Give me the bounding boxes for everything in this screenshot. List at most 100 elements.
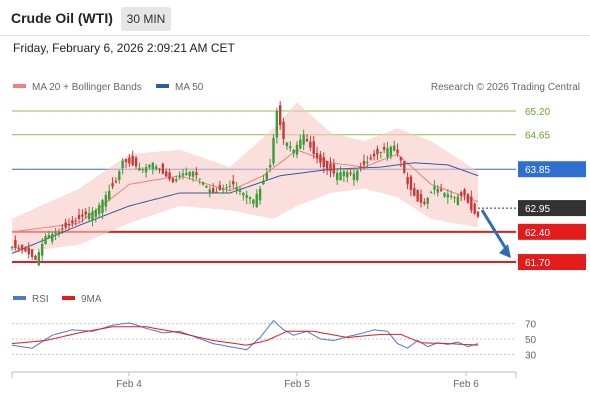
candle (40, 238, 44, 261)
candle-body (195, 172, 198, 175)
candle (443, 192, 446, 198)
candle-body (332, 164, 336, 174)
candle (154, 164, 158, 171)
candle (460, 190, 463, 202)
candle-body (54, 232, 57, 235)
candle-body (322, 157, 325, 168)
candle-body (359, 166, 362, 168)
candle (121, 157, 124, 175)
candle (185, 167, 188, 176)
timeframe-badge[interactable]: 30 MIN (121, 7, 171, 31)
candle (34, 254, 37, 261)
candle-body (289, 146, 292, 149)
candle-body (17, 247, 20, 250)
candle-body (128, 157, 131, 164)
time-label-1: Feb 5 (284, 379, 310, 390)
candle (97, 202, 101, 218)
candle (175, 175, 178, 183)
candle-body (40, 244, 44, 256)
support-label-4: 62.40 (525, 228, 550, 239)
candle-body (349, 172, 352, 174)
candle-body (346, 172, 349, 178)
candle (168, 168, 171, 182)
candle-body (225, 187, 228, 189)
candle-body (124, 159, 128, 163)
rsi-tick-0: 70 (525, 320, 537, 331)
time-label-2: Feb 6 (453, 379, 479, 390)
candle-body (64, 222, 67, 228)
candle (319, 151, 322, 168)
instrument-title: Crude Oil (WTI) (11, 10, 113, 26)
candle (356, 169, 359, 183)
candle-body (208, 189, 211, 193)
candle-body (275, 110, 279, 138)
candle (101, 198, 104, 220)
candle-body (392, 145, 396, 151)
candle (359, 162, 362, 172)
last-price-label: 62.95 (525, 204, 550, 215)
candle-body (37, 251, 41, 266)
legend-swatch-1 (156, 84, 169, 88)
candle-body (245, 195, 248, 198)
candle-body (97, 205, 101, 215)
candle (349, 167, 352, 177)
candle (372, 150, 376, 161)
candle (470, 190, 473, 214)
candle (389, 145, 393, 160)
candle-body (222, 188, 225, 190)
candle-body (342, 171, 346, 177)
candle (94, 208, 98, 223)
candle (171, 177, 175, 183)
candle (419, 189, 423, 208)
candle-body (178, 176, 181, 178)
candle-body (77, 215, 81, 219)
candle-body (312, 141, 315, 155)
candle (17, 244, 20, 253)
candle (289, 140, 292, 152)
candle-body (138, 167, 141, 171)
candle (77, 208, 81, 223)
candle-body (309, 141, 312, 148)
candle-body (104, 195, 108, 207)
candle (315, 146, 319, 164)
candle (222, 184, 225, 194)
candle (81, 209, 84, 223)
candle (322, 152, 325, 174)
candle (232, 174, 235, 189)
candle (71, 216, 74, 227)
candle-body (111, 183, 114, 187)
support-label-5: 61.70 (525, 258, 550, 269)
candle (292, 148, 295, 158)
candle-body (396, 149, 399, 154)
candle (215, 187, 218, 193)
candle-body (453, 197, 456, 199)
candle (242, 191, 245, 201)
candle-body (171, 178, 175, 183)
candle (108, 184, 111, 202)
candle-body (67, 224, 71, 226)
candle (369, 154, 372, 161)
candle (436, 184, 439, 197)
candle (463, 188, 466, 201)
chart-header: Crude Oil (WTI) 30 MIN (0, 0, 590, 36)
candle (362, 154, 366, 170)
candle (305, 134, 309, 143)
candle-body (419, 194, 423, 203)
candle-body (463, 189, 466, 196)
time-label-0: Feb 4 (116, 379, 142, 390)
candle (37, 249, 41, 267)
candle-body (81, 214, 84, 217)
candle (27, 242, 30, 259)
candle (24, 246, 27, 253)
pivot-tag (518, 161, 586, 178)
candle (299, 134, 302, 150)
candle-body (299, 139, 302, 149)
candle-body (154, 166, 158, 169)
candle-body (10, 246, 14, 248)
candle (165, 168, 168, 178)
candle-body (134, 157, 138, 167)
candle-body (141, 169, 144, 171)
candle-body (399, 157, 403, 161)
candle (64, 218, 67, 230)
candle (339, 166, 342, 181)
